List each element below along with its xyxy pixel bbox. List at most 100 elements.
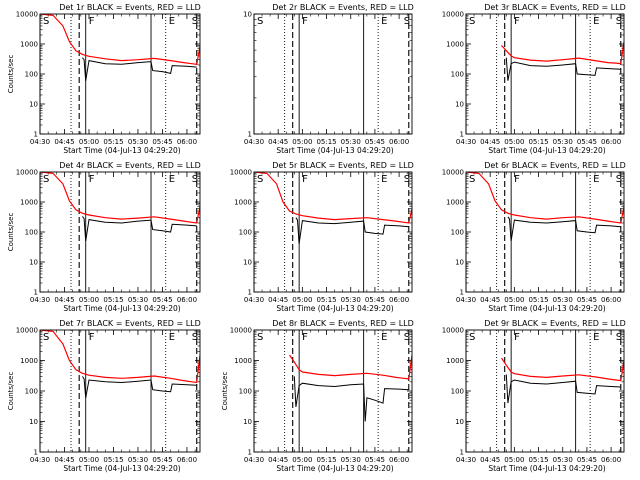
panel-title: Det 2r BLACK = Events, RED = LLD xyxy=(272,3,414,12)
event-marker-label: S xyxy=(404,332,410,343)
x-tick-label: 04:45 xyxy=(54,456,74,464)
plot-frame xyxy=(253,13,413,135)
x-axis-label: Start Time (04-Jul-13 04:29:20) xyxy=(63,146,180,155)
detector-panel-4: Det 4r BLACK = Events, RED = LLD Counts/s… xyxy=(7,161,201,313)
x-tick-label: 04:45 xyxy=(54,138,74,146)
x-tick-label: 06:00 xyxy=(389,296,409,304)
x-tick-label: 05:30 xyxy=(341,296,361,304)
event-marker-label: E xyxy=(169,174,175,185)
event-marker-label: F xyxy=(514,332,520,343)
events-series-line xyxy=(507,216,621,242)
events-series-line xyxy=(82,216,197,242)
x-tick-label: 05:30 xyxy=(553,138,573,146)
lld-series-line xyxy=(501,357,624,382)
y-tick-label: 10 xyxy=(29,259,38,267)
plot-frame xyxy=(253,329,413,453)
x-tick-label: 05:45 xyxy=(365,138,385,146)
x-axis-label: Start Time (04-Jul-13 04:29:20) xyxy=(488,464,605,473)
y-tick-label: 100 xyxy=(239,388,252,396)
y-tick-label: 10000 xyxy=(16,169,38,177)
plot-frame xyxy=(253,171,413,293)
x-tick-label: 05:00 xyxy=(292,456,312,464)
y-tick-label: 10 xyxy=(243,11,252,19)
x-tick-label: 05:45 xyxy=(152,456,172,464)
event-marker-label: S xyxy=(616,174,622,185)
x-tick-label: 05:30 xyxy=(341,138,361,146)
x-tick-label: 04:45 xyxy=(480,456,500,464)
plot-frame xyxy=(465,13,625,135)
y-tick-label: 10000 xyxy=(442,169,464,177)
x-tick-label: 05:00 xyxy=(292,138,312,146)
event-marker-label: E xyxy=(593,16,599,27)
x-tick-label: 05:45 xyxy=(577,296,597,304)
x-tick-label: 06:00 xyxy=(177,296,197,304)
panel-title: Det 1r BLACK = Events, RED = LLD xyxy=(59,3,201,12)
y-tick-label: 1000 xyxy=(446,357,464,365)
x-tick-label: 05:00 xyxy=(504,138,524,146)
y-tick-label: 10000 xyxy=(442,11,464,19)
detector-panel-6: Det 6r BLACK = Events, RED = LLD Start Ti… xyxy=(442,161,626,313)
x-axis-label: Start Time (04-Jul-13 04:29:20) xyxy=(276,304,393,313)
x-tick-label: 05:00 xyxy=(79,456,99,464)
event-marker-label: S xyxy=(43,16,49,27)
y-tick-label: 1 xyxy=(460,449,464,457)
x-tick-label: 05:00 xyxy=(79,138,99,146)
x-tick-label: 05:15 xyxy=(316,138,336,146)
y-tick-label: 1 xyxy=(248,449,252,457)
x-tick-label: 04:30 xyxy=(456,456,476,464)
x-tick-label: 05:00 xyxy=(504,456,524,464)
event-marker-label: S xyxy=(257,16,263,27)
x-tick-label: 05:30 xyxy=(553,456,573,464)
plot-frame xyxy=(465,171,625,293)
x-tick-label: 04:45 xyxy=(480,138,500,146)
x-tick-label: 05:30 xyxy=(128,456,148,464)
event-marker-label: E xyxy=(381,174,387,185)
y-tick-label: 1 xyxy=(34,449,38,457)
y-tick-label: 10000 xyxy=(16,11,38,19)
detector-panel-9: Det 9r BLACK = Events, RED = LLD Start Ti… xyxy=(442,319,626,473)
events-series-line xyxy=(505,57,621,81)
panel-title: Det 7r BLACK = Events, RED = LLD xyxy=(59,319,201,328)
detector-panel-8: Det 8r BLACK = Events, RED = LLD Counts/s… xyxy=(221,319,414,473)
y-tick-label: 10000 xyxy=(230,327,252,335)
x-tick-label: 04:30 xyxy=(244,296,264,304)
x-axis-label: Start Time (04-Jul-13 04:29:20) xyxy=(276,464,393,473)
event-marker-label: S xyxy=(257,332,263,343)
plot-frame xyxy=(39,13,201,135)
x-tick-label: 06:00 xyxy=(177,138,197,146)
detector-panel-7: Det 7r BLACK = Events, RED = LLD Counts/s… xyxy=(7,319,201,473)
x-tick-label: 06:00 xyxy=(389,456,409,464)
x-axis-label: Start Time (04-Jul-13 04:29:20) xyxy=(63,464,180,473)
y-axis-label: Counts/sec xyxy=(221,372,229,411)
event-marker-label: S xyxy=(469,16,475,27)
y-tick-label: 100 xyxy=(451,71,464,79)
x-tick-label: 06:00 xyxy=(389,138,409,146)
event-marker-label: S xyxy=(43,332,49,343)
event-marker-label: F xyxy=(89,16,95,27)
y-tick-label: 10 xyxy=(243,259,252,267)
x-tick-label: 05:15 xyxy=(316,296,336,304)
x-tick-label: 06:00 xyxy=(177,456,197,464)
panel-title: Det 4r BLACK = Events, RED = LLD xyxy=(59,161,201,170)
x-tick-label: 06:00 xyxy=(601,456,621,464)
y-tick-label: 1000 xyxy=(234,357,252,365)
y-tick-label: 1 xyxy=(34,131,38,139)
x-tick-label: 04:30 xyxy=(456,296,476,304)
x-tick-label: 05:00 xyxy=(292,296,312,304)
x-tick-label: 05:45 xyxy=(365,296,385,304)
x-tick-label: 05:45 xyxy=(152,138,172,146)
event-marker-label: S xyxy=(616,332,622,343)
event-marker-label: F xyxy=(514,16,520,27)
plot-frame xyxy=(39,171,201,293)
event-marker-label: S xyxy=(404,174,410,185)
events-series-line xyxy=(295,217,409,244)
lld-series-line xyxy=(466,172,624,224)
x-tick-label: 05:15 xyxy=(316,456,336,464)
y-tick-label: 1000 xyxy=(446,199,464,207)
lld-series-line xyxy=(254,172,412,224)
detector-panel-2: Det 2r BLACK = Events, RED = LLD Start Ti… xyxy=(243,3,414,155)
y-tick-label: 10000 xyxy=(230,169,252,177)
y-tick-label: 100 xyxy=(239,229,252,237)
event-marker-label: E xyxy=(381,16,387,27)
